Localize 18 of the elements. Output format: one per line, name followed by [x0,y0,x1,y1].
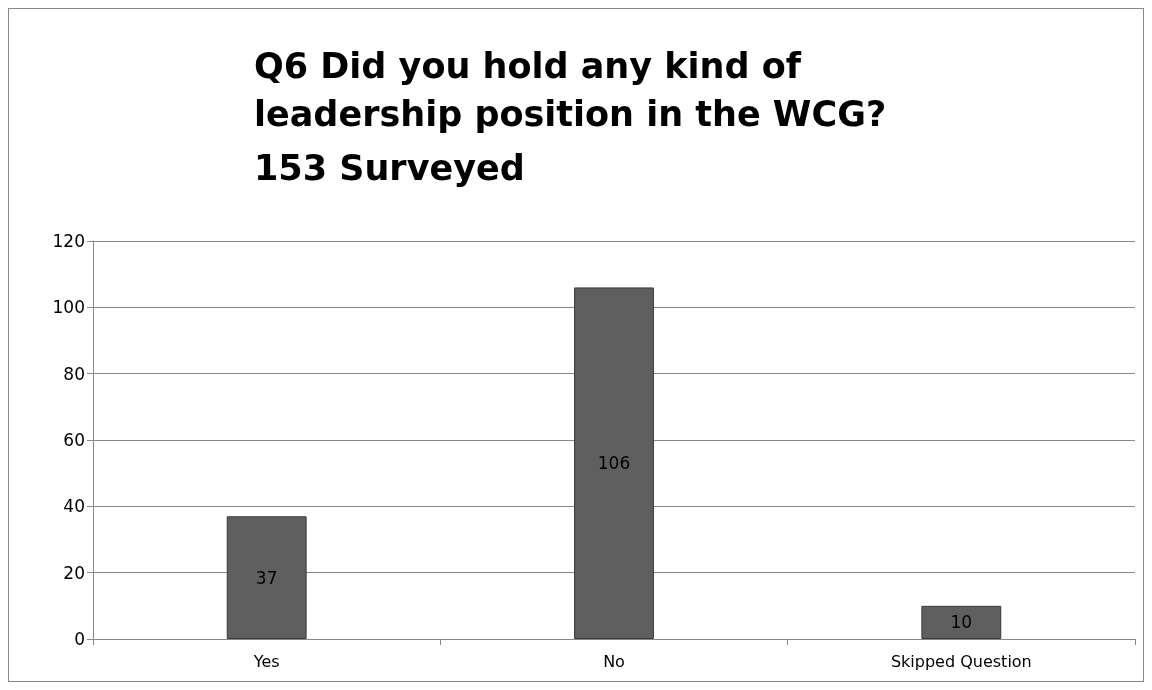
bar [574,287,654,639]
bar [921,605,1002,639]
y-tick-label: 40 [63,496,85,517]
y-tick-label: 60 [63,430,85,450]
data-label: 37 [255,567,278,588]
chart-subtitle: 153 Surveyed [254,148,525,188]
y-tick-label: 0 [74,629,85,649]
x-tick-label: Yes [252,651,280,671]
y-tick-label: 100 [52,297,85,318]
chart-title: Q6 Did you hold any kind of leadership position in the WCG? [254,46,887,134]
x-tick-label: No [603,651,625,671]
data-label: 106 [597,453,631,474]
x-tick-label: Skipped Question [890,651,1032,671]
y-tick-label: 120 [52,231,85,251]
y-tick-label: 20 [63,562,85,583]
bar [226,516,307,639]
data-label: 10 [950,612,973,633]
y-tick-label: 80 [63,363,85,384]
